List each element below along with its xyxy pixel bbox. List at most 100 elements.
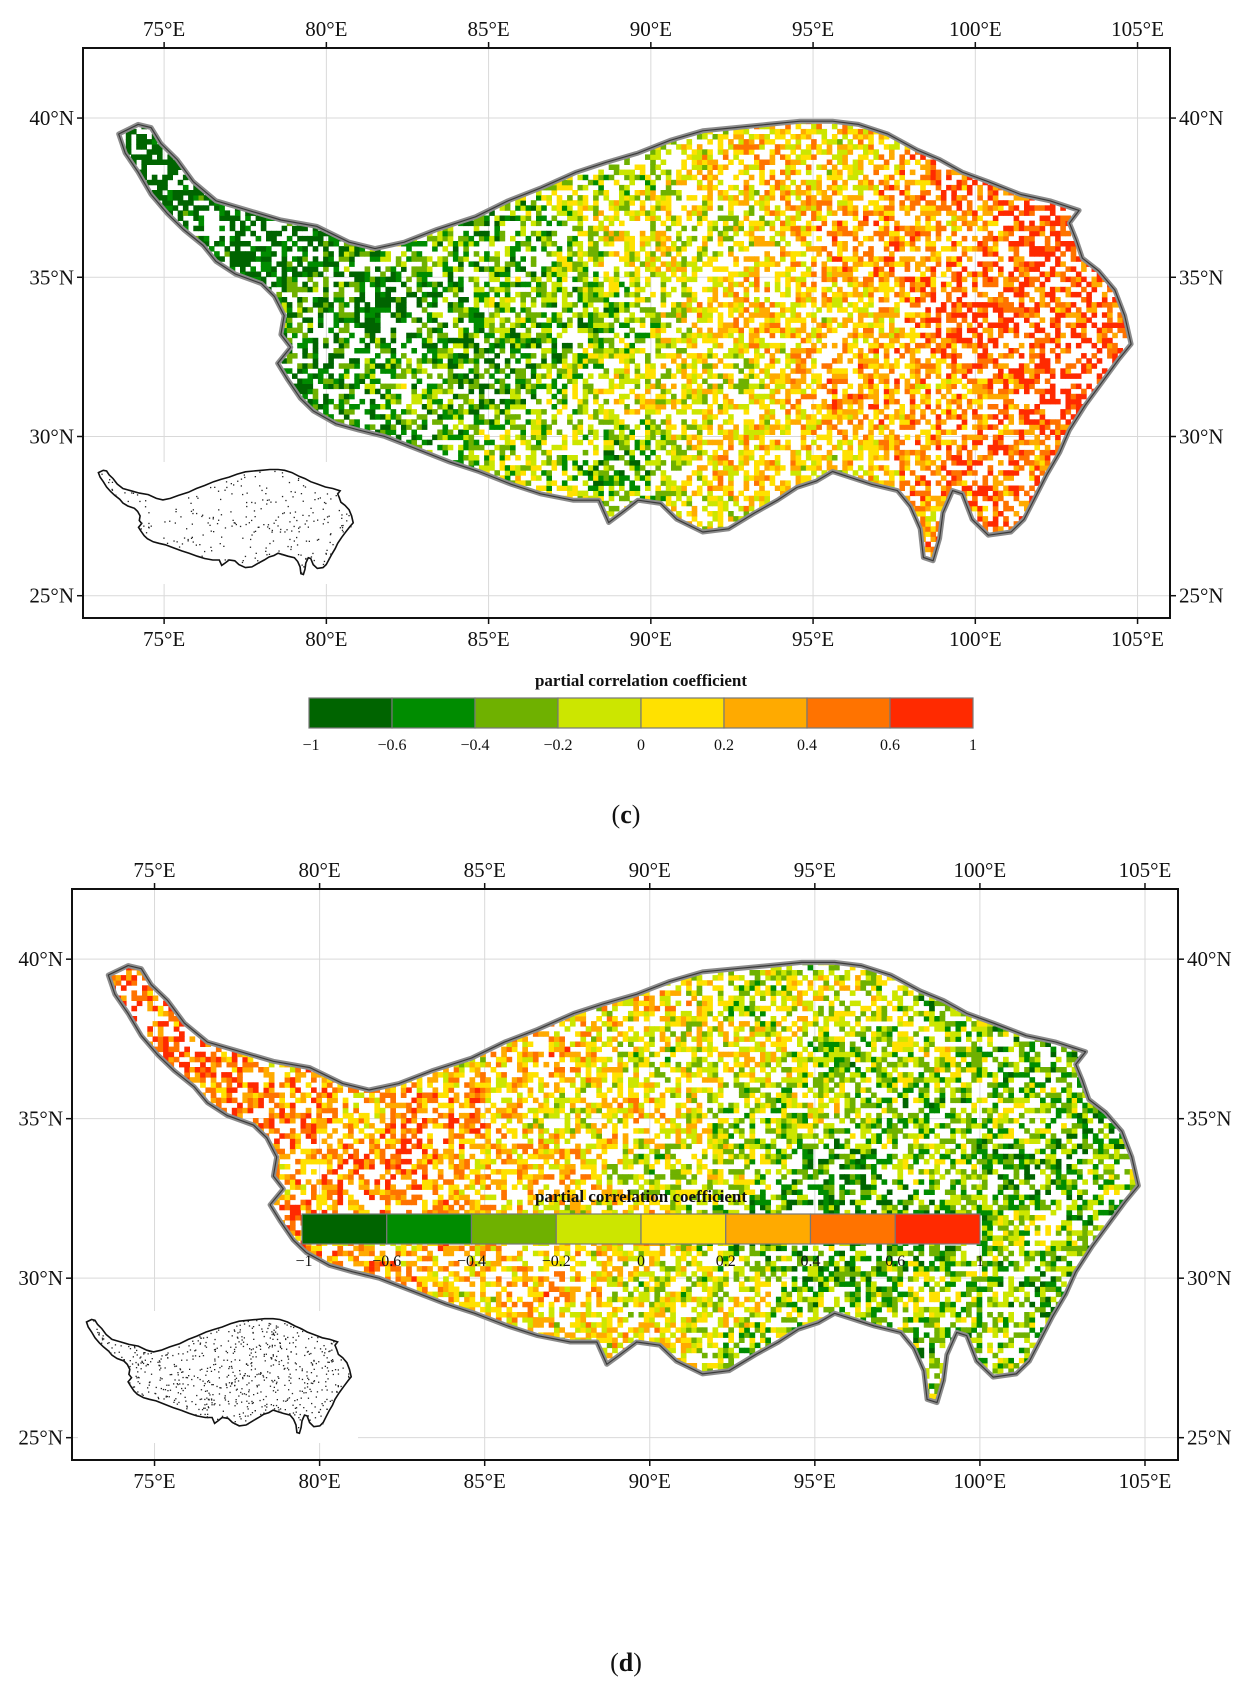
raster-cell bbox=[707, 286, 713, 293]
raster-cell bbox=[603, 312, 610, 318]
raster-cell bbox=[473, 307, 480, 313]
raster-cell bbox=[790, 220, 796, 227]
raster-cell bbox=[484, 419, 490, 425]
raster-cell bbox=[354, 281, 360, 288]
raster-cell bbox=[546, 332, 552, 339]
raster-cell bbox=[442, 256, 449, 262]
raster-cell bbox=[312, 373, 319, 379]
raster-cell bbox=[416, 266, 423, 272]
raster-cell bbox=[587, 337, 594, 344]
raster-cell bbox=[681, 266, 687, 272]
raster-cell bbox=[634, 281, 641, 288]
raster-cell bbox=[920, 511, 926, 517]
raster-cell bbox=[738, 434, 744, 441]
raster-cell bbox=[494, 404, 500, 410]
raster-cell bbox=[546, 230, 552, 237]
raster-cell bbox=[473, 266, 480, 272]
raster-cell bbox=[655, 460, 661, 466]
raster-cell bbox=[421, 241, 428, 247]
raster-cell bbox=[260, 225, 267, 232]
raster-cell bbox=[536, 276, 542, 283]
raster-cell bbox=[873, 414, 879, 420]
raster-cell bbox=[650, 317, 656, 323]
raster-cell bbox=[343, 251, 350, 257]
raster-cell bbox=[748, 358, 755, 364]
raster-cell bbox=[520, 337, 526, 344]
raster-cell bbox=[645, 261, 651, 267]
raster-cell bbox=[624, 251, 630, 257]
raster-cell bbox=[774, 317, 781, 323]
raster-cell bbox=[369, 404, 376, 410]
raster-cell bbox=[525, 358, 532, 364]
raster-cell bbox=[805, 271, 812, 277]
raster-cell bbox=[748, 373, 755, 379]
raster-cell bbox=[966, 327, 973, 334]
raster-cell bbox=[1013, 215, 1020, 221]
raster-cell bbox=[847, 256, 854, 262]
raster-cell bbox=[987, 235, 994, 242]
raster-cell bbox=[504, 429, 511, 435]
raster-cell bbox=[416, 241, 423, 247]
raster-cell bbox=[831, 271, 838, 277]
raster-cell bbox=[686, 434, 693, 441]
raster-cell bbox=[873, 393, 879, 400]
raster-cell bbox=[634, 398, 641, 405]
raster-cell bbox=[255, 215, 262, 221]
raster-cell bbox=[587, 439, 594, 446]
raster-cell bbox=[369, 322, 376, 328]
raster-cell bbox=[478, 312, 485, 318]
raster-cell bbox=[323, 307, 329, 313]
raster-cell bbox=[359, 337, 366, 344]
raster-cell bbox=[863, 322, 869, 328]
raster-cell bbox=[1049, 266, 1056, 272]
raster-cell bbox=[946, 210, 952, 216]
raster-cell bbox=[577, 358, 584, 364]
raster-cell bbox=[816, 404, 822, 410]
raster-cell bbox=[676, 398, 682, 405]
raster-cell bbox=[639, 475, 646, 481]
raster-cell bbox=[473, 353, 480, 359]
raster-cell bbox=[951, 286, 957, 293]
raster-cell bbox=[915, 378, 921, 384]
raster-cell bbox=[805, 419, 812, 425]
raster-cell bbox=[743, 485, 750, 491]
raster-cell bbox=[769, 393, 776, 400]
raster-cell bbox=[520, 241, 526, 247]
raster-cell bbox=[1065, 393, 1072, 400]
raster-cell bbox=[603, 327, 610, 334]
raster-cell bbox=[935, 235, 942, 242]
raster-cell bbox=[593, 342, 599, 349]
raster-cell bbox=[323, 409, 329, 415]
raster-cell bbox=[946, 291, 952, 298]
raster-cell bbox=[712, 449, 719, 456]
raster-cell bbox=[1055, 322, 1061, 328]
raster-cell bbox=[842, 317, 848, 323]
raster-cell bbox=[889, 480, 895, 486]
raster-cell bbox=[691, 342, 698, 349]
raster-cell bbox=[629, 235, 635, 242]
raster-cell bbox=[530, 368, 537, 374]
raster-cell bbox=[1034, 246, 1040, 252]
raster-cell bbox=[717, 455, 724, 461]
raster-cell bbox=[946, 480, 952, 486]
raster-cell bbox=[406, 424, 412, 430]
raster-cell bbox=[982, 363, 989, 369]
raster-cell bbox=[655, 465, 661, 471]
raster-cell bbox=[593, 337, 599, 344]
raster-cell bbox=[577, 327, 584, 334]
raster-cell bbox=[494, 261, 500, 267]
raster-cell bbox=[411, 266, 417, 272]
raster-cell bbox=[473, 261, 480, 267]
raster-cell bbox=[764, 429, 770, 435]
raster-cell bbox=[567, 266, 573, 272]
raster-cell bbox=[260, 246, 267, 252]
raster-cell bbox=[821, 455, 828, 461]
raster-cell bbox=[281, 276, 288, 283]
raster-cell bbox=[582, 307, 589, 313]
raster-cell bbox=[717, 470, 724, 476]
raster-cell bbox=[878, 465, 885, 471]
raster-cell bbox=[582, 327, 589, 334]
raster-cell bbox=[587, 297, 594, 303]
raster-cell bbox=[821, 332, 828, 339]
raster-cell bbox=[224, 215, 231, 221]
